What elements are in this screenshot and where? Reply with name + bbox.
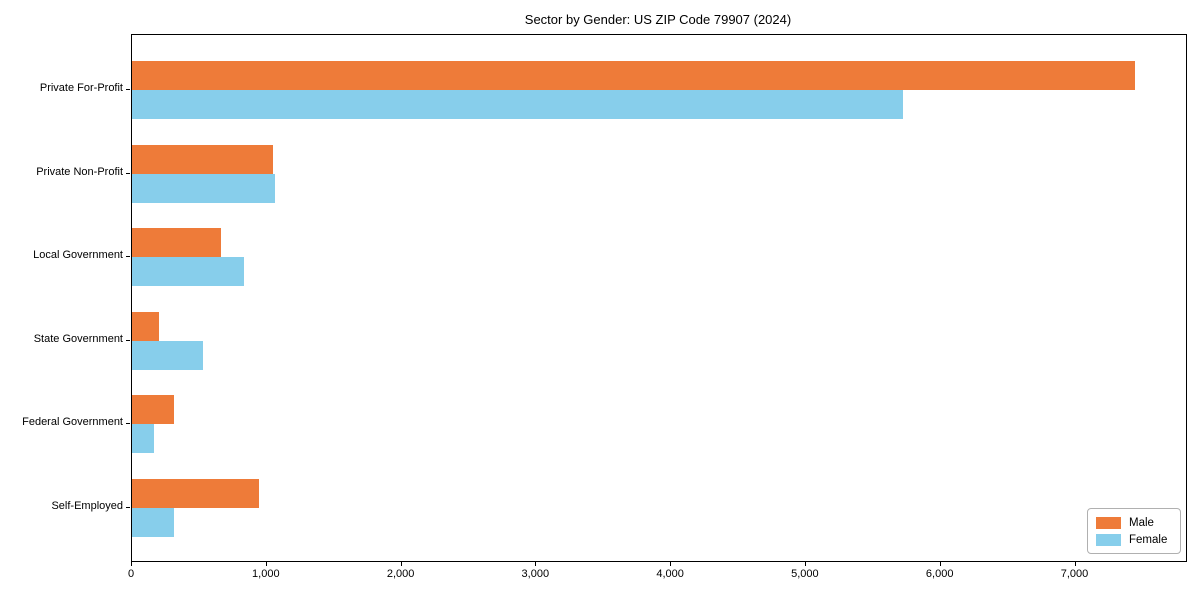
plot-area (131, 34, 1187, 562)
x-tick-mark (804, 561, 806, 566)
bar-female-state-government (132, 340, 203, 370)
bar-male-state-government (132, 311, 159, 341)
x-axis-tick-label: 3,000 (521, 568, 550, 580)
bar-male-local-government (132, 228, 221, 258)
y-tick-mark (126, 423, 130, 425)
x-tick-mark (131, 561, 132, 566)
y-tick-mark (126, 339, 130, 341)
legend: Male Female (1087, 508, 1181, 554)
bar-male-private-for-profit (132, 61, 1135, 90)
legend-swatch-male (1096, 516, 1121, 529)
bar-male-self-employed (132, 479, 259, 508)
legend-swatch-female (1096, 533, 1121, 546)
x-tick-mark (1074, 561, 1076, 566)
y-axis-category-label: Self-Employed (51, 500, 123, 512)
bar-male-federal-government (132, 395, 174, 425)
bar-male-private-non-profit (132, 144, 273, 174)
bar-female-private-non-profit (132, 173, 275, 203)
x-axis-tick-label: 2,000 (386, 568, 415, 580)
x-tick-mark (939, 561, 941, 566)
legend-label-female: Female (1129, 533, 1168, 546)
bar-female-local-government (132, 257, 244, 287)
x-axis-tick-label: 1,000 (252, 568, 280, 580)
x-tick-mark (535, 561, 537, 566)
y-tick-mark (126, 89, 130, 90)
bar-female-self-employed (132, 508, 174, 537)
y-tick-mark (126, 172, 130, 174)
legend-entry-female: Female (1096, 532, 1172, 547)
x-tick-mark (400, 561, 402, 566)
chart-title: Sector by Gender: US ZIP Code 79907 (202… (524, 12, 792, 27)
bar-female-private-for-profit (132, 90, 903, 119)
x-axis-tick-label: 0 (127, 568, 135, 580)
y-tick-mark (126, 256, 130, 258)
x-axis-tick-label: 7,000 (1060, 568, 1089, 580)
y-tick-mark (126, 507, 130, 508)
y-axis-category-label: Private Non-Profit (36, 165, 123, 178)
bar-female-federal-government (132, 424, 155, 454)
x-axis-tick-label: 4,000 (656, 568, 684, 580)
legend-entry-male: Male (1096, 515, 1172, 530)
y-axis-category-label: Federal Government (22, 416, 123, 429)
x-tick-mark (670, 561, 672, 566)
y-axis-category-label: Private For-Profit (39, 82, 123, 94)
x-axis-tick-label: 6,000 (925, 568, 954, 580)
x-axis-tick-label: 5,000 (791, 568, 819, 580)
x-tick-mark (265, 561, 267, 566)
y-axis-category-label: State Government (33, 332, 123, 345)
y-axis-category-label: Local Government (33, 249, 123, 262)
legend-label-male: Male (1129, 516, 1154, 529)
